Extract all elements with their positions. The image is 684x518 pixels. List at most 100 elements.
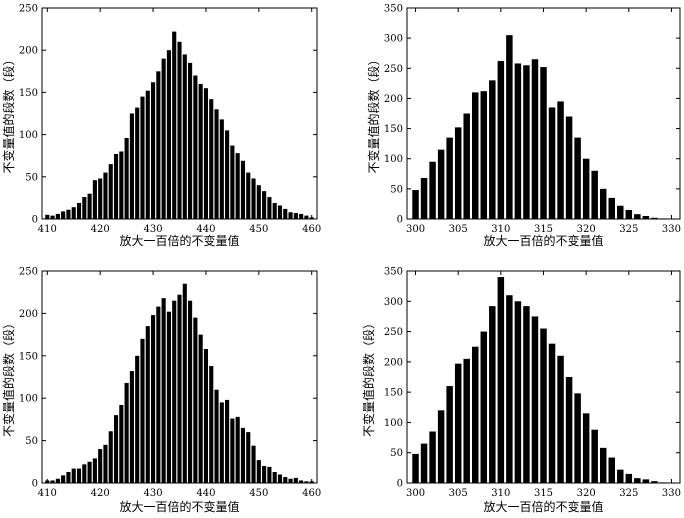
histogram-bar: [277, 205, 283, 219]
x-tick-label: 410: [38, 224, 57, 235]
y-tick-label: 50: [390, 184, 403, 195]
histogram-bar: [262, 466, 267, 483]
y-tick-label: 100: [384, 418, 403, 429]
y-tick-label: 250: [384, 64, 403, 75]
x-tick-label: 320: [577, 224, 596, 235]
histogram-bar: [506, 35, 513, 219]
histogram-bar: [172, 31, 177, 219]
histogram-bar: [55, 213, 60, 219]
histogram-bar: [209, 365, 214, 483]
histogram-bar: [214, 389, 219, 483]
histogram-bar: [119, 151, 124, 219]
x-tick-label: 440: [196, 488, 215, 499]
y-axis-label: 不变量值的段数（段）: [366, 53, 381, 173]
x-tick-label: 325: [619, 488, 638, 499]
histogram-bar: [193, 75, 198, 220]
histogram-bar: [480, 91, 488, 219]
histogram-bar: [214, 109, 219, 219]
histogram-bar: [557, 101, 564, 219]
histogram-bar: [582, 158, 590, 219]
histogram-bar: [240, 427, 246, 483]
histogram-bar: [608, 197, 615, 219]
histogram-bar: [113, 415, 119, 483]
histogram-bar: [161, 58, 166, 219]
histogram-bar: [251, 445, 256, 483]
y-tick-label: 100: [19, 130, 38, 141]
y-tick-label: 0: [32, 215, 38, 226]
y-tick-label: 150: [384, 124, 403, 135]
histogram-bar: [293, 213, 298, 219]
y-tick-label: 0: [397, 215, 403, 226]
y-tick-label: 150: [384, 388, 403, 399]
histogram-bar: [71, 468, 76, 483]
histogram-bar: [262, 191, 267, 219]
histogram-bar: [557, 355, 564, 483]
y-tick-label: 300: [384, 34, 403, 45]
x-tick-label: 420: [91, 488, 110, 499]
x-axis-label: 放大一百倍的不变量值: [483, 499, 603, 514]
histogram-bar: [420, 443, 428, 483]
y-tick-label: 50: [390, 448, 403, 459]
histogram-bar: [151, 82, 156, 220]
histogram-bar: [50, 480, 55, 483]
histogram-bar: [209, 99, 214, 219]
histogram-bar: [172, 300, 177, 483]
histogram-bar: [565, 116, 573, 219]
histogram-bar: [272, 202, 277, 219]
y-tick-label: 250: [19, 4, 38, 15]
histogram-bar: [103, 172, 108, 219]
histogram-bar: [472, 346, 479, 483]
histogram-bar: [182, 283, 187, 483]
x-tick-label: 420: [91, 224, 110, 235]
histogram-bar: [225, 130, 230, 219]
histogram-bar: [267, 197, 272, 219]
histogram-bar: [625, 473, 633, 483]
histogram-bar: [240, 160, 246, 219]
histogram-bar: [617, 205, 624, 219]
histogram-bar: [156, 71, 161, 219]
histogram-bar: [145, 90, 150, 220]
histogram-bar: [92, 458, 97, 483]
x-axis-label: 放大一百倍的不变量值: [119, 233, 239, 248]
histogram-bar: [145, 326, 150, 483]
y-tick-label: 200: [19, 309, 38, 320]
histogram-bar: [92, 180, 97, 219]
histogram-bar: [480, 331, 488, 483]
histogram-bar: [156, 306, 161, 483]
histogram-bar: [55, 478, 60, 483]
axes-frame: [41, 270, 318, 484]
histogram-bar: [437, 149, 445, 219]
histogram-bar: [454, 363, 462, 483]
histogram-top-left: 410 420 430 440 450 460 0 50 100 150 200 250 放大一百倍的不…: [1, 4, 321, 249]
histogram-bar: [651, 481, 658, 483]
y-tick-label: 150: [19, 351, 38, 362]
histogram-bar: [71, 207, 76, 219]
histogram-bottom-left: 410 420 430 440 450 460 0 50 100 150 200 250 放大一百倍的不…: [1, 267, 321, 515]
histogram-bar: [230, 418, 235, 483]
histogram-bar: [188, 300, 193, 483]
x-tick-label: 300: [406, 488, 425, 499]
histogram-bar: [151, 315, 156, 483]
histogram-bar: [124, 137, 129, 219]
y-tick-label: 300: [384, 297, 403, 308]
histogram-bar: [642, 479, 650, 483]
histogram-bar: [591, 429, 598, 483]
histogram-bar: [140, 338, 145, 483]
histogram-bar: [540, 67, 547, 219]
y-tick-label: 50: [25, 172, 38, 183]
histogram-bar: [582, 413, 590, 483]
histogram-bar: [124, 382, 129, 483]
histogram-bar: [198, 83, 203, 220]
histogram-bar: [617, 469, 624, 483]
histogram-bar: [283, 477, 288, 483]
x-tick-label: 410: [38, 488, 57, 499]
histogram-bar: [61, 211, 66, 219]
histogram-bar: [514, 301, 522, 483]
x-axis-label: 放大一百倍的不变量值: [119, 499, 239, 514]
histogram-bar: [76, 202, 82, 219]
histogram-bar: [272, 471, 277, 483]
y-tick-label: 100: [19, 394, 38, 405]
histogram-bar: [82, 197, 87, 219]
histogram-bar: [299, 480, 304, 483]
histogram-bar: [634, 478, 641, 483]
